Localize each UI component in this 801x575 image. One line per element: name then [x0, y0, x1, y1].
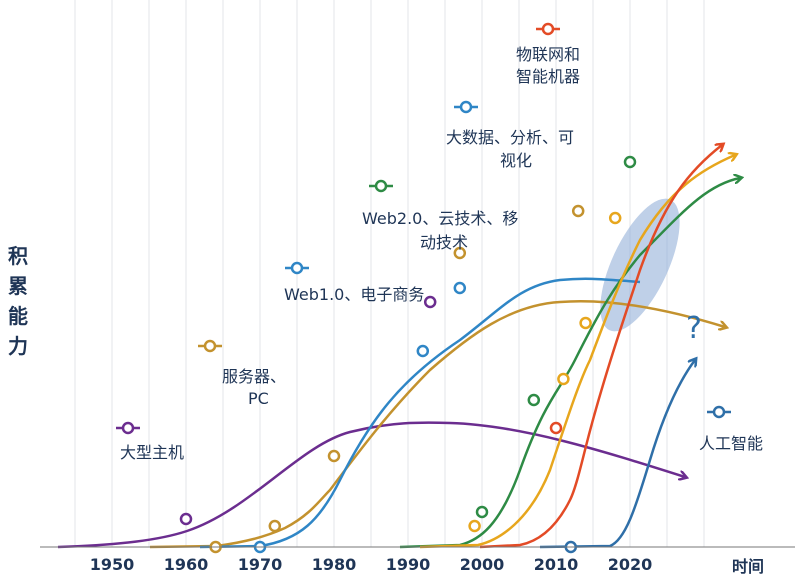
annotation-web2-line1: Web2.0、云技术、移 — [362, 209, 519, 228]
annotation-bigdata-line2: 视化 — [500, 151, 533, 170]
x-tick-label: 2010 — [534, 555, 579, 574]
annotation-web2-line2: 动技术 — [420, 233, 469, 252]
annotation-web1: Web1.0、电子商务 — [284, 285, 425, 304]
annotation-ai: 人工智能 — [699, 434, 764, 453]
legend-marker-server-pc — [198, 339, 222, 353]
x-tick-label: 1970 — [238, 555, 283, 574]
annotation-mainframe: 大型主机 — [120, 443, 185, 462]
server-pc-curve — [149, 299, 725, 549]
bigdata-curve — [419, 155, 735, 549]
data-point — [423, 295, 437, 309]
data-point — [557, 372, 570, 386]
legend-marker-ai — [707, 405, 731, 419]
legend-marker-iot — [536, 22, 560, 36]
annotation-bigdata-line1: 大数据、分析、可 — [446, 128, 575, 147]
data-point — [579, 316, 592, 330]
data-point — [571, 204, 585, 218]
data-point — [179, 512, 193, 526]
x-tick-label: 2020 — [608, 555, 653, 574]
legend-marker-bigdata — [454, 100, 478, 114]
question-mark: ? — [686, 311, 702, 346]
data-point — [608, 211, 622, 225]
legend-marker-web2 — [369, 179, 393, 193]
annotation-server-line2: PC — [248, 389, 269, 408]
mainframe-curve — [57, 421, 685, 549]
ai-curve — [539, 360, 695, 549]
web1-curve — [199, 277, 641, 549]
highlight-ellipse — [600, 198, 680, 332]
y-axis-label-char-3: 能 — [8, 304, 28, 328]
annotation-iot-line2: 智能机器 — [516, 67, 581, 86]
annotation-server-line1: 服务器、 — [222, 367, 287, 386]
data-point — [475, 505, 489, 519]
annotation-iot-line1: 物联网和 — [516, 45, 581, 64]
x-tick-label: 1990 — [386, 555, 431, 574]
y-axis-label-char-4: 力 — [8, 334, 28, 358]
data-point — [416, 344, 430, 358]
data-point — [453, 246, 467, 260]
web2-curve — [399, 178, 740, 549]
data-point — [549, 421, 563, 435]
data-point — [268, 519, 282, 533]
data-point — [527, 393, 541, 407]
data-point — [623, 155, 637, 169]
x-tick-label: 1980 — [312, 555, 357, 574]
x-axis-label: 时间 — [732, 557, 764, 575]
data-point — [453, 281, 467, 295]
data-point — [468, 519, 481, 533]
x-tick-label: 1960 — [164, 555, 209, 574]
legend-marker-web1 — [285, 261, 309, 275]
y-axis-label-char-1: 积 — [8, 244, 28, 268]
legend-marker-mainframe — [116, 421, 140, 435]
y-axis-label-char-2: 累 — [8, 274, 28, 298]
data-point — [327, 449, 341, 463]
iot-curve — [479, 145, 722, 549]
x-tick-label: 2000 — [460, 555, 505, 574]
x-tick-label: 1950 — [90, 555, 135, 574]
